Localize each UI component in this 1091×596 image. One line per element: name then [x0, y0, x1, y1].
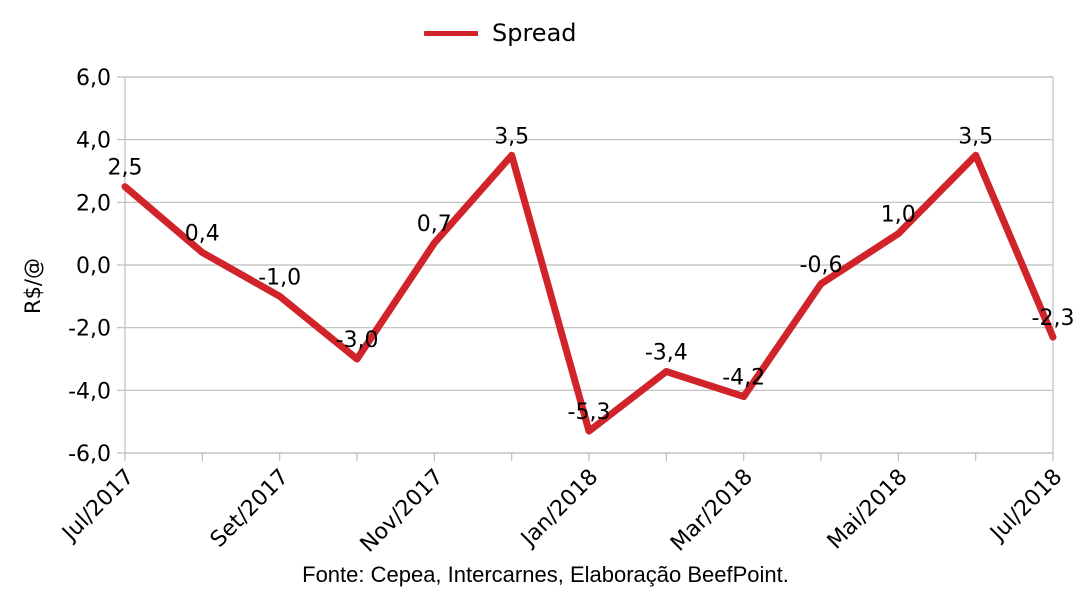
x-tick-label: Jan/2018 [515, 465, 603, 553]
x-tick-label: Jul/2018 [985, 465, 1068, 548]
data-point-label: -4,2 [722, 366, 765, 391]
legend-series-label: Spread [492, 19, 577, 47]
legend-line-swatch [424, 30, 478, 36]
data-point-label: -3,4 [645, 341, 688, 366]
y-tick-label: -2,0 [68, 317, 111, 342]
chart-legend: Spread [424, 16, 577, 50]
data-point-label: 1,0 [881, 203, 916, 228]
y-tick-label: -6,0 [68, 442, 111, 467]
data-point-label: 0,4 [185, 222, 220, 247]
data-point-label: 3,5 [494, 124, 529, 149]
y-tick-label: 4,0 [76, 129, 111, 154]
y-tick-label: -4,0 [68, 379, 111, 404]
spread-series-line [121, 151, 1057, 435]
y-tick-label: 2,0 [76, 191, 111, 216]
y-tick-label: 0,0 [76, 254, 111, 279]
x-tick-label: Mai/2018 [823, 465, 913, 555]
data-point-label: -5,3 [568, 400, 611, 425]
x-tick-label: Set/2017 [206, 465, 294, 553]
data-point-label: -0,6 [800, 253, 843, 278]
data-point-label: 0,7 [417, 212, 452, 237]
x-tick-label: Jul/2017 [57, 465, 140, 548]
data-point-label: 2,5 [108, 156, 143, 181]
data-point-label: -1,0 [258, 265, 301, 290]
source-footer: Fonte: Cepea, Intercarnes, Elaboração Be… [302, 562, 789, 587]
x-tick-label: Mar/2018 [666, 465, 758, 557]
data-point-label: -3,0 [336, 328, 379, 353]
x-tick-label: Nov/2017 [356, 465, 449, 558]
y-tick-label: 6,0 [76, 66, 111, 91]
data-point-label: 3,5 [958, 124, 993, 149]
data-point-label: -2,3 [1032, 306, 1075, 331]
